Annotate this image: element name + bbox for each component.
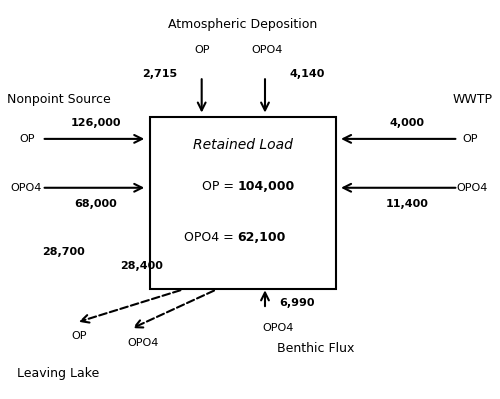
Text: 4,000: 4,000 [390,118,424,128]
Text: OPO4: OPO4 [252,45,283,55]
Text: 28,700: 28,700 [42,247,84,257]
Text: Benthic Flux: Benthic Flux [277,342,354,355]
Text: Leaving Lake: Leaving Lake [17,367,100,380]
Bar [150,117,336,289]
Text: WWTP: WWTP [452,93,492,106]
Text: Nonpoint Source: Nonpoint Source [8,93,111,106]
Text: OP: OP [20,134,35,144]
Text: OPO4: OPO4 [456,183,488,193]
Text: 2,715: 2,715 [142,69,177,79]
Text: OPO4: OPO4 [128,338,159,348]
Text: Atmospheric Deposition: Atmospheric Deposition [168,18,318,31]
Text: OPO4: OPO4 [10,183,42,193]
Text: OP: OP [462,134,478,144]
Text: Retained Load: Retained Load [192,138,292,152]
Text: 104,000: 104,000 [238,180,295,193]
Text: 28,400: 28,400 [120,261,163,271]
Text: OP =: OP = [202,180,238,193]
Text: 62,100: 62,100 [238,231,286,244]
Text: 11,400: 11,400 [386,199,428,209]
Text: 126,000: 126,000 [70,118,121,128]
Text: 4,140: 4,140 [290,69,325,79]
Text: 68,000: 68,000 [74,199,117,209]
Text: OP: OP [194,45,210,55]
Text: OPO4 =: OPO4 = [184,231,238,244]
Text: OPO4: OPO4 [262,323,294,333]
Text: 6,990: 6,990 [280,298,315,308]
Text: OP: OP [71,331,86,341]
